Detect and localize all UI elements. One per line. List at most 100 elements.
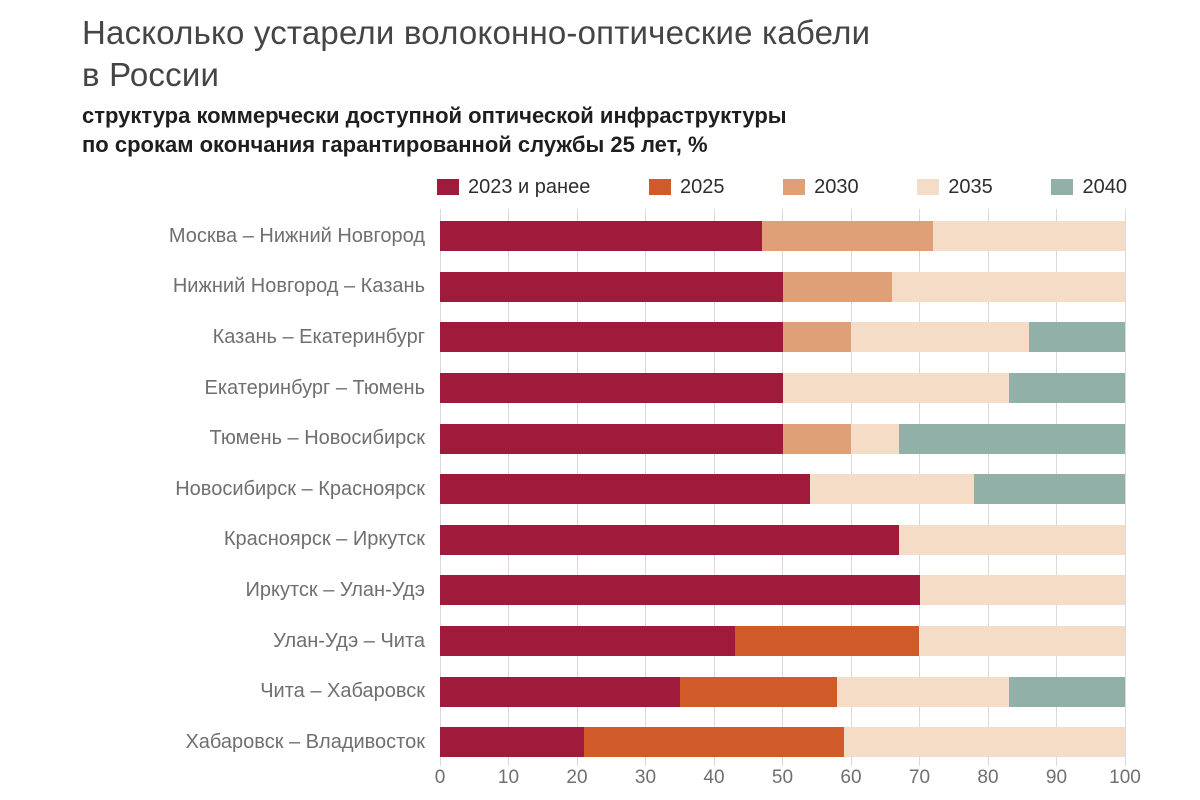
bar-track [440, 575, 1125, 606]
bar-segment [679, 676, 838, 707]
x-tick-label-30: 30 [634, 767, 657, 788]
bar-track [440, 373, 1125, 404]
bar-segment [440, 676, 680, 707]
bar-segment [440, 322, 783, 353]
bar-track [440, 322, 1125, 353]
x-tick-label-100: 100 [1109, 767, 1141, 788]
bar-track [440, 626, 1125, 657]
bar-segment [898, 524, 1125, 555]
bar-segment [837, 676, 1009, 707]
legend-swatch [783, 179, 806, 195]
bar-row: Новосибирск – Красноярск [0, 464, 1125, 515]
category-label: Тюмень – Новосибирск [209, 427, 425, 450]
bar-track [440, 221, 1125, 252]
category-label: Нижний Новгород – Казань [172, 275, 425, 298]
x-tick-label-0: 0 [434, 767, 446, 788]
bar-track [440, 727, 1125, 758]
bar-segment [1008, 676, 1125, 707]
bar-segment [440, 423, 783, 454]
legend-swatch [648, 179, 671, 195]
bar-row: Иркутск – Улан-Удэ [0, 565, 1125, 616]
bar-row: Чита – Хабаровск [0, 666, 1125, 717]
legend-label: 2023 и ранее [468, 175, 591, 198]
x-tick-label-20: 20 [566, 767, 588, 788]
chart-title-line-2: в России [82, 56, 220, 93]
bar-segment [898, 423, 1125, 454]
legend-label: 2040 [1082, 175, 1127, 198]
bar-segment [782, 423, 851, 454]
legend-item: 2035 [917, 176, 993, 199]
bar-row: Тюмень – Новосибирск [0, 413, 1125, 464]
category-label: Казань – Екатеринбург [212, 325, 425, 348]
x-tick-label-90: 90 [1045, 767, 1068, 788]
legend-item: 2023 и ранее [437, 176, 590, 199]
bar-segment [440, 626, 735, 657]
bar-segment [440, 727, 584, 758]
chart-title-line-1: Насколько устарели волоконно-оптические … [82, 14, 871, 51]
category-label: Хабаровск – Владивосток [185, 730, 425, 753]
category-label: Красноярск – Иркутск [223, 528, 425, 551]
bar-segment [782, 322, 851, 353]
legend: 2023 и ранее 2025 2030 2035 2040 [437, 176, 1127, 198]
bar-track [440, 271, 1125, 302]
category-label: Чита – Хабаровск [260, 680, 425, 703]
bar-segment [782, 373, 1009, 404]
x-axis: 0 10 20 30 40 50 60 70 80 90 100 [435, 767, 1141, 793]
bar-segment [919, 626, 1125, 657]
legend-swatch [1051, 179, 1074, 195]
bar-track [440, 524, 1125, 555]
bar-segment [851, 322, 1030, 353]
bar-segment [440, 271, 783, 302]
bar-segment [844, 727, 1125, 758]
bar-track [440, 474, 1125, 505]
bar-segment [440, 221, 762, 252]
bar-row: Казань – Екатеринбург [0, 312, 1125, 363]
bar-segment [440, 373, 783, 404]
legend-item: 2040 [1051, 176, 1127, 199]
legend-item: 2030 [783, 176, 859, 199]
legend-swatch [917, 179, 940, 195]
bar-segment [851, 423, 899, 454]
bar-segment [1008, 373, 1125, 404]
bar-segment [734, 626, 920, 657]
chart-subtitle: структура коммерчески доступной оптическ… [82, 101, 787, 159]
bar-segment [892, 271, 1125, 302]
x-tick-label-10: 10 [497, 767, 520, 788]
bar-segment [809, 474, 975, 505]
bar-segment [974, 474, 1125, 505]
bar-track [440, 423, 1125, 454]
bar-segment [919, 575, 1125, 606]
legend-item: 2025 [648, 175, 725, 199]
category-label: Москва – Нижний Новгород [168, 224, 425, 247]
bar-segment [933, 221, 1125, 252]
legend-label: 2025 [679, 175, 725, 198]
bar-segment [782, 271, 893, 302]
chart-subtitle-line-1: структура коммерчески доступной оптическ… [82, 103, 787, 128]
bar-track [440, 676, 1125, 707]
bar-row: Улан-Удэ – Чита [0, 616, 1125, 667]
chart-title: Насколько устарели волоконно-оптические … [82, 12, 870, 96]
x-tick-label-40: 40 [703, 767, 725, 788]
chart-subtitle-line-2: по срокам окончания гарантированной служ… [82, 132, 708, 157]
x-tick-label-60: 60 [840, 767, 862, 788]
category-label: Новосибирск – Красноярск [175, 477, 425, 500]
bar-row: Екатеринбург – Тюмень [0, 363, 1125, 414]
x-tick-label-80: 80 [977, 767, 999, 788]
bar-row: Нижний Новгород – Казань [0, 262, 1125, 313]
bar-chart: Москва – Нижний Новгород Нижний Новгород … [0, 211, 1125, 768]
legend-label: 2035 [948, 175, 993, 198]
bar-row: Хабаровск – Владивосток [0, 717, 1125, 768]
x-tick-label-70: 70 [908, 767, 931, 788]
category-label: Иркутск – Улан-Удэ [245, 578, 425, 601]
legend-swatch [437, 179, 459, 195]
gridline-100 [1124, 209, 1126, 766]
legend-label: 2030 [814, 175, 859, 198]
bar-row: Москва – Нижний Новгород [0, 211, 1125, 262]
category-label: Екатеринбург – Тюмень [204, 376, 425, 399]
bar-row: Красноярск – Иркутск [0, 515, 1125, 566]
bar-segment [440, 524, 899, 555]
bar-segment [583, 727, 845, 758]
bar-segment [440, 474, 810, 505]
x-tick-label-50: 50 [771, 767, 794, 788]
